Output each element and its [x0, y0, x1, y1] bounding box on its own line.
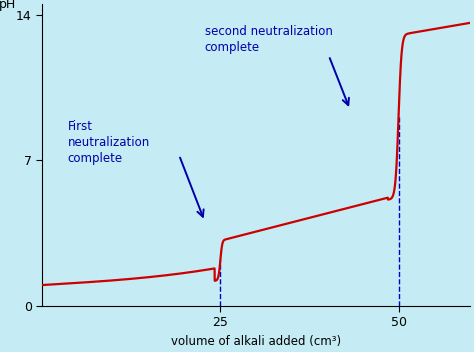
X-axis label: volume of alkali added (cm³): volume of alkali added (cm³) — [171, 335, 341, 348]
Text: First
neutralization
complete: First neutralization complete — [68, 120, 150, 165]
Y-axis label: pH: pH — [0, 0, 17, 11]
Text: second neutralization
complete: second neutralization complete — [205, 25, 333, 54]
